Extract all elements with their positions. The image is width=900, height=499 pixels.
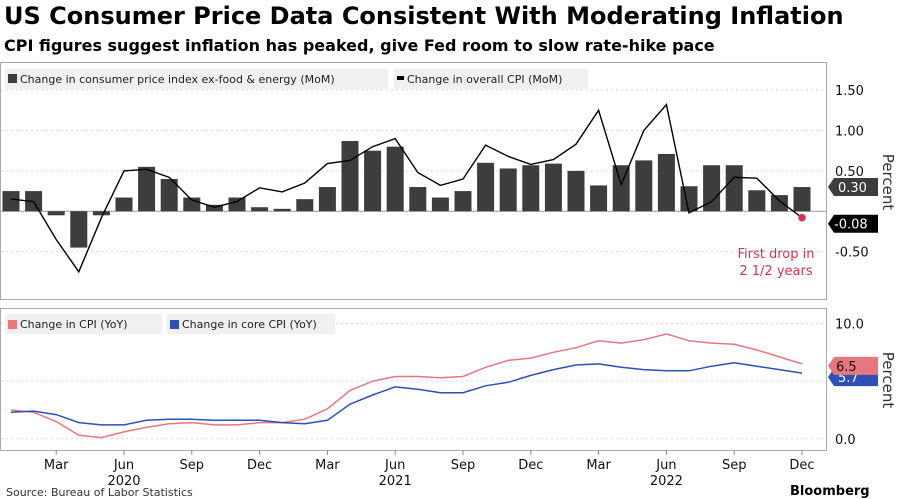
x-tick-label: Sep — [722, 458, 747, 473]
top-y-tick-label: 1.50 — [835, 84, 864, 99]
core-mom-bar — [522, 165, 540, 212]
annotation-line-2: 2 1/2 years — [739, 264, 812, 279]
top-panel-frame — [0, 62, 827, 300]
x-year-label: 2022 — [650, 474, 683, 489]
core-mom-bar — [612, 165, 630, 212]
core-mom-bar — [341, 141, 359, 212]
bottom-y-axis-title: Percent — [879, 352, 897, 409]
latest-point-marker — [798, 213, 806, 222]
cpi-yoy-line — [10, 333, 803, 439]
bottom-panel-frame — [0, 308, 827, 451]
x-year-label: 2020 — [107, 474, 140, 489]
core-mom-bar — [70, 211, 88, 248]
core-mom-bar — [635, 160, 653, 212]
core-mom-bar — [228, 197, 246, 212]
core-mom-bar — [544, 163, 562, 212]
core-mom-bar — [680, 186, 698, 212]
core-mom-bar — [2, 191, 20, 212]
core-mom-bar — [205, 204, 223, 212]
core-mom-bar — [364, 150, 382, 212]
overall-cpi-mom-line — [10, 103, 803, 274]
core-mom-bar — [431, 197, 449, 212]
cpi-yoy-last-tag — [828, 356, 878, 375]
top-y-axis-title: Percent — [879, 154, 897, 211]
top-y-tick-label: -0.50 — [835, 246, 869, 261]
chart-title: US Consumer Price Data Consistent With M… — [4, 2, 844, 30]
bottom-y-tick-label: 0.0 — [835, 433, 856, 448]
core-mom-bar — [657, 153, 675, 212]
core-mom-bar — [590, 185, 608, 212]
x-tick-label: Jun — [655, 458, 676, 473]
cpi-yoy-last-label: 6.5 — [836, 360, 857, 375]
core-mom-bar — [138, 166, 156, 212]
top-legend-box-2 — [394, 69, 588, 89]
x-tick-label: Dec — [247, 458, 272, 473]
overall-mom-last-tag — [828, 214, 878, 233]
core-mom-last-label: 0.30 — [838, 181, 867, 196]
core-mom-bar — [454, 191, 472, 212]
annotation-line-1: First drop in — [738, 247, 815, 262]
core-mom-bar — [251, 207, 269, 212]
bottom-legend-box-2 — [167, 314, 335, 334]
core-mom-bar — [386, 146, 404, 212]
core-mom-bar — [499, 168, 517, 212]
brand-logo: Bloomberg — [790, 484, 870, 499]
top-y-tick-label: 0.50 — [835, 165, 864, 180]
source-note: Source: Bureau of Labor Statistics — [6, 486, 193, 499]
legend-swatch-core-mom — [8, 74, 17, 83]
core-mom-bar — [725, 165, 743, 212]
core-mom-bar — [296, 199, 314, 212]
x-tick-label: Sep — [451, 458, 476, 473]
x-tick-label: Mar — [315, 458, 340, 473]
x-tick-label: Sep — [180, 458, 205, 473]
chart-subtitle: CPI figures suggest inflation has peaked… — [4, 36, 715, 55]
x-tick-label: Dec — [518, 458, 543, 473]
core-mom-bar — [273, 208, 291, 212]
overall-mom-last-label: -0.08 — [834, 218, 868, 233]
legend-label-cpi-yoy: Change in CPI (YoY) — [20, 318, 127, 331]
core-mom-bar — [793, 187, 811, 212]
core-mom-bar — [567, 170, 585, 212]
bottom-legend-box — [5, 314, 162, 334]
core-cpi-yoy-line — [10, 361, 803, 426]
core-mom-bar — [770, 195, 788, 212]
legend-label-core-mom: Change in consumer price index ex-food &… — [20, 73, 335, 86]
core-mom-bar — [477, 162, 495, 212]
core-mom-bar — [409, 187, 427, 212]
core-mom-bar — [160, 178, 178, 212]
core-mom-bar — [318, 187, 336, 212]
core-mom-bar — [115, 197, 133, 212]
legend-swatch-core-yoy — [170, 320, 179, 329]
core-mom-bar — [47, 211, 65, 216]
x-tick-label: Dec — [789, 458, 814, 473]
legend-swatch-overall-mom — [397, 76, 404, 80]
x-tick-label: Mar — [586, 458, 611, 473]
core-mom-bar — [748, 190, 766, 212]
x-tick-label: Mar — [44, 458, 69, 473]
x-tick-label: Jun — [384, 458, 405, 473]
bottom-y-tick-label: 10.0 — [835, 318, 864, 333]
top-legend-box — [5, 69, 388, 89]
top-y-tick-label: 1.00 — [835, 125, 864, 140]
x-tick-label: Jun — [113, 458, 134, 473]
legend-label-core-yoy: Change in core CPI (YoY) — [182, 318, 317, 331]
core-mom-bar — [92, 211, 110, 216]
core-mom-last-tag — [828, 178, 878, 197]
x-year-label: 2021 — [379, 474, 412, 489]
legend-swatch-cpi-yoy — [8, 320, 17, 329]
legend-label-overall-mom: Change in overall CPI (MoM) — [407, 73, 562, 86]
core-mom-bar — [703, 165, 721, 212]
